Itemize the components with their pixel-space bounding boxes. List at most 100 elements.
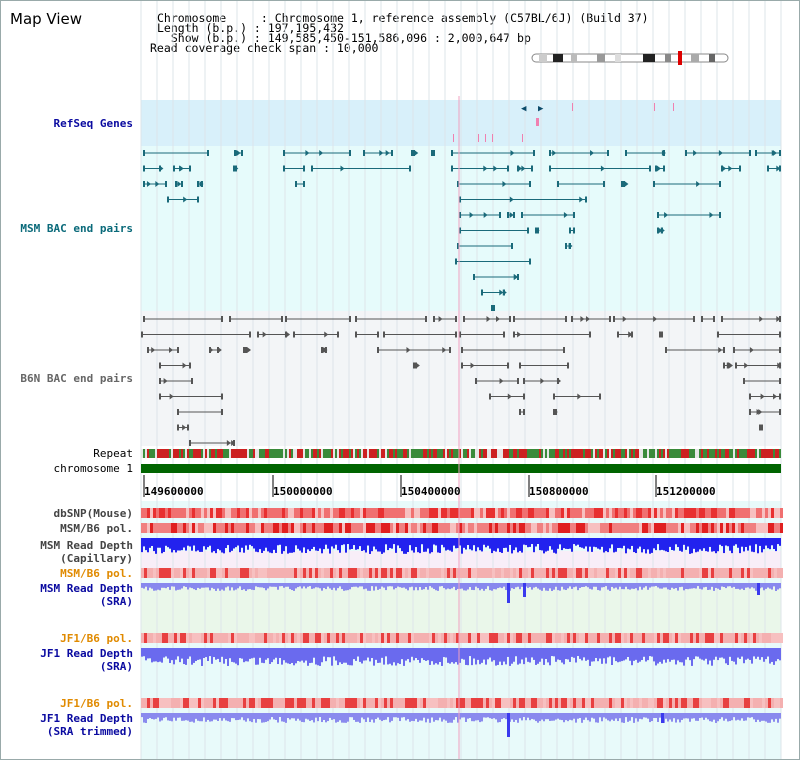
depth-bar [601, 648, 603, 664]
heat-cell [300, 508, 303, 518]
heat-cell [615, 633, 618, 643]
msm-read-depth-sra-label[interactable]: MSM Read Depth (SRA) [40, 582, 133, 608]
jf1-read-depth-trimmed-label[interactable]: JF1 Read Depth (SRA trimmed) [40, 712, 133, 738]
repeat-segment [319, 449, 321, 458]
b6n-bac-pair-end [749, 409, 751, 415]
depth-bar [501, 648, 503, 666]
depth-bar [617, 583, 619, 590]
msm-bac-pair-arrow [340, 165, 345, 172]
depth-bar [153, 538, 155, 552]
heat-cell [150, 698, 153, 708]
repeat-segment [567, 449, 569, 458]
heat-cell [600, 508, 603, 518]
depth-bar [343, 648, 345, 663]
b6n-bac-pair-end [733, 347, 735, 353]
heat-cell [639, 698, 642, 708]
heat-cell [240, 568, 243, 578]
msm-read-depth-capillary-label[interactable]: MSM Read Depth (Capillary) [40, 539, 133, 565]
heat-cell [744, 508, 747, 518]
heat-cell [477, 568, 480, 578]
heat-cell [765, 698, 768, 708]
depth-bar [277, 648, 279, 665]
depth-bar [687, 648, 689, 658]
depth-bar [361, 713, 363, 718]
msm-bac-pair-arrow [385, 150, 390, 156]
heat-cell [198, 523, 201, 533]
b6n-bac-label[interactable]: B6N BAC end pairs [20, 372, 133, 385]
msm-bac-pair-end [457, 181, 459, 187]
jf1-b6-pol-label-2[interactable]: JF1/B6 pol. [60, 697, 133, 710]
depth-bar [565, 648, 567, 660]
heat-cell [141, 508, 144, 518]
dbsnp-label[interactable]: dbSNP(Mouse) [53, 507, 133, 520]
b6n-bac-pairs[interactable] [141, 316, 782, 446]
refseq-gene-features[interactable]: ◀ ▶ [453, 103, 674, 142]
heat-cell [399, 568, 402, 578]
heat-cell [345, 633, 348, 643]
heat-cell [282, 523, 285, 533]
heat-cell [597, 523, 600, 533]
heat-cell [156, 523, 159, 533]
msm-bac-pairs[interactable] [143, 150, 781, 311]
depth-bar [333, 538, 335, 549]
depth-bar [469, 583, 471, 588]
depth-bar [321, 538, 323, 554]
repeat-segment [541, 449, 543, 458]
depth-bar [729, 648, 731, 657]
repeat-segment [683, 449, 685, 458]
depth-bar [493, 648, 495, 661]
depth-bar [179, 648, 181, 663]
jf1-b6-pol-label-1[interactable]: JF1/B6 pol. [60, 632, 133, 645]
depth-bar [725, 713, 727, 719]
depth-bar [777, 648, 779, 660]
depth-bar [471, 538, 473, 551]
depth-bar [613, 538, 615, 553]
heat-cell [144, 508, 147, 518]
heat-cell [525, 523, 528, 533]
refseq-genes-label[interactable]: RefSeq Genes [53, 117, 133, 130]
depth-bar [443, 583, 445, 589]
heat-cell [366, 568, 369, 578]
heat-cell [411, 523, 414, 533]
heat-cell [747, 568, 750, 578]
depth-bar [223, 538, 225, 554]
msm-b6-pol-label-1[interactable]: MSM/B6 pol. [60, 522, 133, 535]
repeat-segment [467, 449, 469, 458]
heat-cell [300, 568, 303, 578]
heat-cell [345, 698, 348, 708]
depth-bar [763, 648, 765, 662]
heat-cell [375, 698, 378, 708]
depth-bar [437, 713, 439, 721]
repeat-segment [579, 449, 581, 458]
jf1-read-depth-sra-label[interactable]: JF1 Read Depth (SRA) [40, 647, 133, 673]
depth-bar [775, 538, 777, 552]
jf1-b6-pol-track-2 [141, 698, 783, 708]
depth-bar [275, 713, 277, 720]
depth-bar [561, 648, 563, 663]
heat-cell [678, 508, 681, 518]
chromosome-ideogram[interactable] [531, 51, 729, 65]
depth-bar [515, 648, 517, 657]
heat-cell [339, 523, 342, 533]
depth-bar [377, 648, 379, 663]
depth-bar [401, 583, 403, 588]
depth-bar [557, 713, 559, 719]
heat-cell [501, 568, 504, 578]
depth-bar [357, 583, 359, 588]
depth-bar [365, 583, 367, 589]
heat-cell [456, 633, 459, 643]
msm-bac-label[interactable]: MSM BAC end pairs [20, 222, 133, 235]
depth-bar [751, 583, 753, 588]
heat-cell [408, 633, 411, 643]
heat-cell [669, 508, 672, 518]
heat-cell [204, 698, 207, 708]
b6n-bac-pair-end [503, 331, 505, 338]
depth-bar [743, 648, 745, 664]
heat-cell [624, 633, 627, 643]
heat-cell [537, 698, 540, 708]
depth-bar [639, 713, 641, 719]
heat-cell [720, 523, 723, 533]
msm-b6-pol-label-2[interactable]: MSM/B6 pol. [60, 567, 133, 580]
heat-cell [468, 633, 471, 643]
